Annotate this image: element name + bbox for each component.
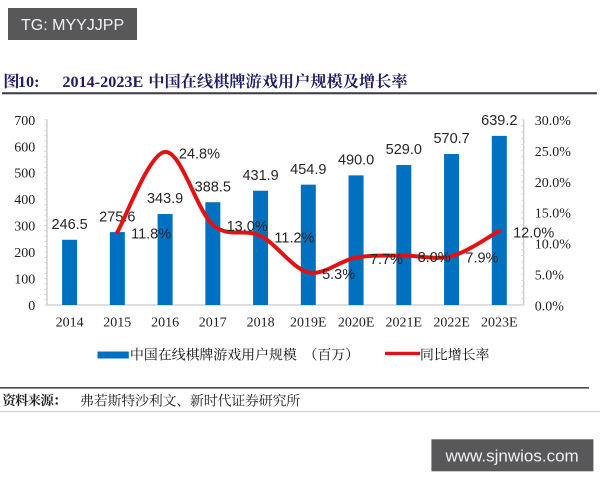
svg-text:300: 300 xyxy=(14,220,35,235)
svg-text:12.0%: 12.0% xyxy=(513,225,554,241)
svg-text:0.0%: 0.0% xyxy=(535,299,565,314)
svg-text:24.8%: 24.8% xyxy=(179,146,220,162)
svg-text:20.0%: 20.0% xyxy=(535,176,572,191)
svg-text:570.7: 570.7 xyxy=(433,131,469,147)
svg-text:2021E: 2021E xyxy=(386,316,423,331)
svg-text:400: 400 xyxy=(14,193,35,208)
svg-text:www.sjnwios.com: www.sjnwios.com xyxy=(445,447,579,466)
svg-text:0: 0 xyxy=(28,299,35,314)
svg-text:388.5: 388.5 xyxy=(195,179,231,195)
svg-text:2017: 2017 xyxy=(199,316,227,331)
svg-text:5.0%: 5.0% xyxy=(535,268,565,283)
svg-text:2018: 2018 xyxy=(247,316,275,331)
svg-text:15.0%: 15.0% xyxy=(535,207,572,222)
svg-text:2022E: 2022E xyxy=(433,316,470,331)
svg-text:500: 500 xyxy=(14,167,35,182)
svg-text:343.9: 343.9 xyxy=(147,191,183,207)
svg-text:529.0: 529.0 xyxy=(386,142,422,158)
svg-text:2015: 2015 xyxy=(103,316,131,331)
svg-text:10.0%: 10.0% xyxy=(535,238,572,253)
svg-text:100: 100 xyxy=(14,273,35,288)
svg-text:2023E: 2023E xyxy=(481,316,518,331)
svg-text:11.2%: 11.2% xyxy=(274,230,314,246)
svg-text:246.5: 246.5 xyxy=(51,217,87,233)
svg-text:200: 200 xyxy=(14,246,35,261)
svg-text:8.0%: 8.0% xyxy=(418,250,451,266)
svg-text:30.0%: 30.0% xyxy=(535,114,572,129)
svg-text:2014: 2014 xyxy=(56,316,84,331)
svg-text:13.0%: 13.0% xyxy=(227,219,268,235)
svg-text:10:: 10: xyxy=(18,73,40,91)
svg-text:639.2: 639.2 xyxy=(481,113,517,129)
svg-text:7.7%: 7.7% xyxy=(370,252,403,268)
svg-text:431.9: 431.9 xyxy=(242,168,278,184)
svg-text:2020E: 2020E xyxy=(338,316,375,331)
svg-text:600: 600 xyxy=(14,140,35,155)
svg-text:2019E: 2019E xyxy=(290,316,327,331)
svg-text:11.8%: 11.8% xyxy=(131,227,171,243)
svg-text:454.9: 454.9 xyxy=(290,162,326,178)
svg-text:5.3%: 5.3% xyxy=(322,267,355,283)
svg-text:275.6: 275.6 xyxy=(99,209,135,225)
svg-text:TG: MYYJJPP: TG: MYYJJPP xyxy=(21,17,124,34)
svg-text:2014-2023E: 2014-2023E xyxy=(62,73,143,91)
svg-text:7.9%: 7.9% xyxy=(465,251,498,267)
svg-text:2016: 2016 xyxy=(151,316,179,331)
svg-text:25.0%: 25.0% xyxy=(535,145,572,160)
svg-text:700: 700 xyxy=(14,114,35,129)
svg-text:490.0: 490.0 xyxy=(338,153,374,169)
